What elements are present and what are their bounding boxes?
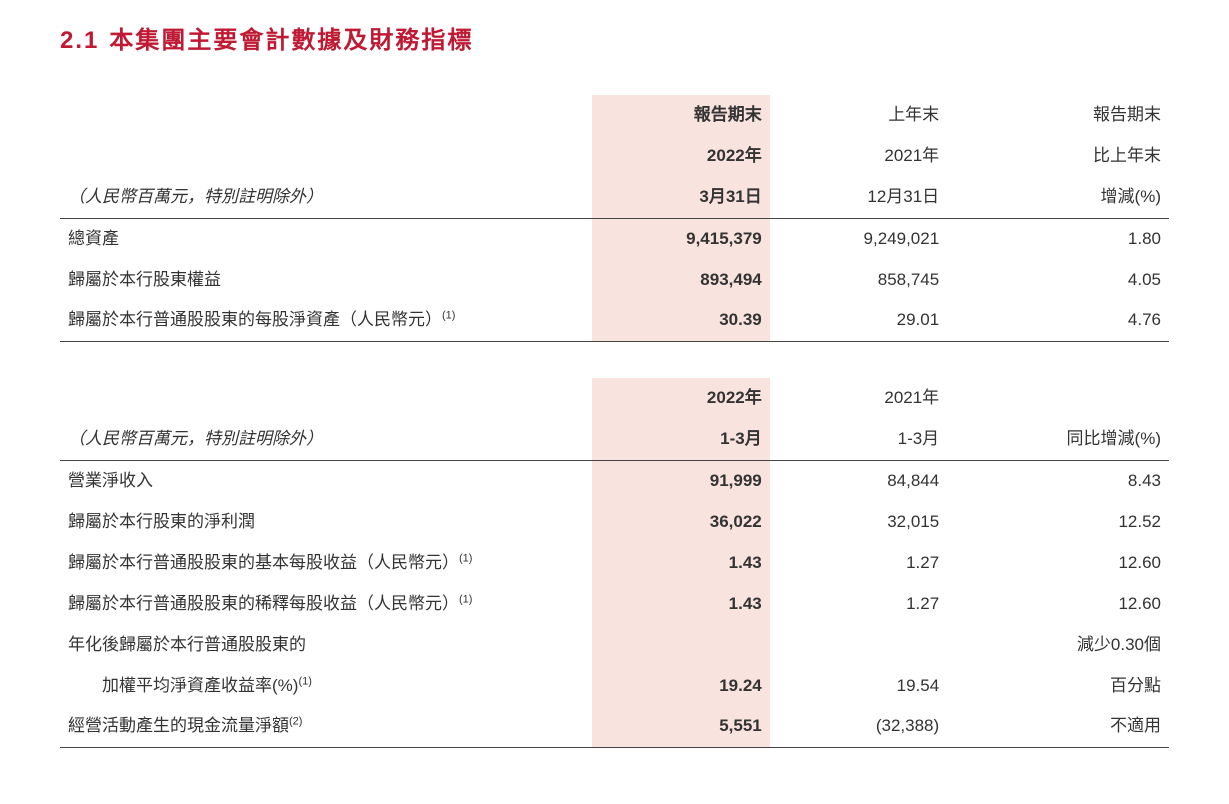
section-number: 2.1: [60, 27, 99, 54]
cell-value: 29.01: [770, 300, 947, 341]
footnote-sup: (1): [459, 552, 472, 564]
cell-value: 19.54: [770, 666, 947, 707]
cell-value: 1.80: [947, 218, 1169, 259]
col-header: 2021年: [770, 378, 947, 419]
col-header: 比上年末: [947, 136, 1169, 177]
table-row: 歸屬於本行股東權益 893,494 858,745 4.05: [60, 260, 1169, 301]
table-balance-sheet: 報告期末 上年末 報告期末 2022年 2021年 比上年末 （人民幣百萬元，特…: [60, 95, 1169, 342]
col-header: 2022年: [592, 136, 769, 177]
table-header-row: 2022年 2021年: [60, 378, 1169, 419]
row-label: 歸屬於本行普通股股東的稀釋每股收益（人民幣元）(1): [60, 584, 592, 625]
table-header-row: 2022年 2021年 比上年末: [60, 136, 1169, 177]
table-row: 歸屬於本行普通股股東的基本每股收益（人民幣元）(1) 1.43 1.27 12.…: [60, 543, 1169, 584]
table-row: 歸屬於本行股東的淨利潤 36,022 32,015 12.52: [60, 502, 1169, 543]
cell-value: 91,999: [592, 461, 769, 502]
row-label: 年化後歸屬於本行普通股股東的: [60, 625, 592, 666]
table-row: 加權平均淨資產收益率(%)(1) 19.24 19.54 百分點: [60, 666, 1169, 707]
row-label: 歸屬於本行普通股股東的基本每股收益（人民幣元）(1): [60, 543, 592, 584]
row-label: 總資產: [60, 218, 592, 259]
col-header: 1-3月: [770, 419, 947, 460]
col-header: 12月31日: [770, 177, 947, 218]
table-row: 年化後歸屬於本行普通股股東的 減少0.30個: [60, 625, 1169, 666]
table-row: 經營活動產生的現金流量淨額(2) 5,551 (32,388) 不適用: [60, 706, 1169, 747]
cell-value: 32,015: [770, 502, 947, 543]
cell-value: 減少0.30個: [947, 625, 1169, 666]
table-row: 總資產 9,415,379 9,249,021 1.80: [60, 218, 1169, 259]
table-header-row: （人民幣百萬元，特別註明除外） 1-3月 1-3月 同比增減(%): [60, 419, 1169, 460]
col-header: 2021年: [770, 136, 947, 177]
cell-value: 893,494: [592, 260, 769, 301]
cell-value: 36,022: [592, 502, 769, 543]
table-header-row: 報告期末 上年末 報告期末: [60, 95, 1169, 136]
col-header: 2022年: [592, 378, 769, 419]
table-row: 歸屬於本行普通股股東的稀釋每股收益（人民幣元）(1) 1.43 1.27 12.…: [60, 584, 1169, 625]
cell-value: 1.27: [770, 584, 947, 625]
footnote-sup: (1): [459, 593, 472, 605]
row-label: 歸屬於本行股東的淨利潤: [60, 502, 592, 543]
col-header: 增減(%): [947, 177, 1169, 218]
cell-value: 8.43: [947, 461, 1169, 502]
unit-note: （人民幣百萬元，特別註明除外）: [60, 419, 592, 460]
cell-value: 4.05: [947, 260, 1169, 301]
cell-value: (32,388): [770, 706, 947, 747]
cell-value: 12.60: [947, 543, 1169, 584]
col-header: 上年末: [770, 95, 947, 136]
cell-value: 5,551: [592, 706, 769, 747]
cell-value: 9,415,379: [592, 218, 769, 259]
cell-value: 30.39: [592, 300, 769, 341]
section-title-text: 本集團主要會計數據及財務指標: [109, 27, 473, 54]
col-header: 報告期末: [947, 95, 1169, 136]
unit-note: （人民幣百萬元，特別註明除外）: [60, 177, 592, 218]
table-row: 歸屬於本行普通股股東的每股淨資產（人民幣元）(1) 30.39 29.01 4.…: [60, 300, 1169, 341]
footnote-sup: (2): [289, 716, 302, 728]
row-label: 加權平均淨資產收益率(%)(1): [60, 666, 592, 707]
col-header: 報告期末: [592, 95, 769, 136]
footnote-sup: (1): [298, 675, 311, 687]
col-header: 1-3月: [592, 419, 769, 460]
cell-value: 1.43: [592, 584, 769, 625]
cell-value: 84,844: [770, 461, 947, 502]
cell-value: 12.52: [947, 502, 1169, 543]
cell-value: 858,745: [770, 260, 947, 301]
cell-value: 1.43: [592, 543, 769, 584]
footnote-sup: (1): [442, 310, 455, 322]
col-header: 同比增減(%): [947, 419, 1169, 460]
col-header: 3月31日: [592, 177, 769, 218]
cell-value: 19.24: [592, 666, 769, 707]
cell-value: 4.76: [947, 300, 1169, 341]
row-label: 經營活動產生的現金流量淨額(2): [60, 706, 592, 747]
row-label: 歸屬於本行普通股股東的每股淨資產（人民幣元）(1): [60, 300, 592, 341]
table-row: 營業淨收入 91,999 84,844 8.43: [60, 461, 1169, 502]
cell-value: 百分點: [947, 666, 1169, 707]
table-header-row: （人民幣百萬元，特別註明除外） 3月31日 12月31日 增減(%): [60, 177, 1169, 218]
row-label: 營業淨收入: [60, 461, 592, 502]
cell-value: 不適用: [947, 706, 1169, 747]
cell-value: 12.60: [947, 584, 1169, 625]
table-income-statement: 2022年 2021年 （人民幣百萬元，特別註明除外） 1-3月 1-3月 同比…: [60, 378, 1169, 748]
cell-value: 1.27: [770, 543, 947, 584]
section-title: 2.1 本集團主要會計數據及財務指標: [60, 20, 1169, 55]
cell-value: 9,249,021: [770, 218, 947, 259]
row-label: 歸屬於本行股東權益: [60, 260, 592, 301]
